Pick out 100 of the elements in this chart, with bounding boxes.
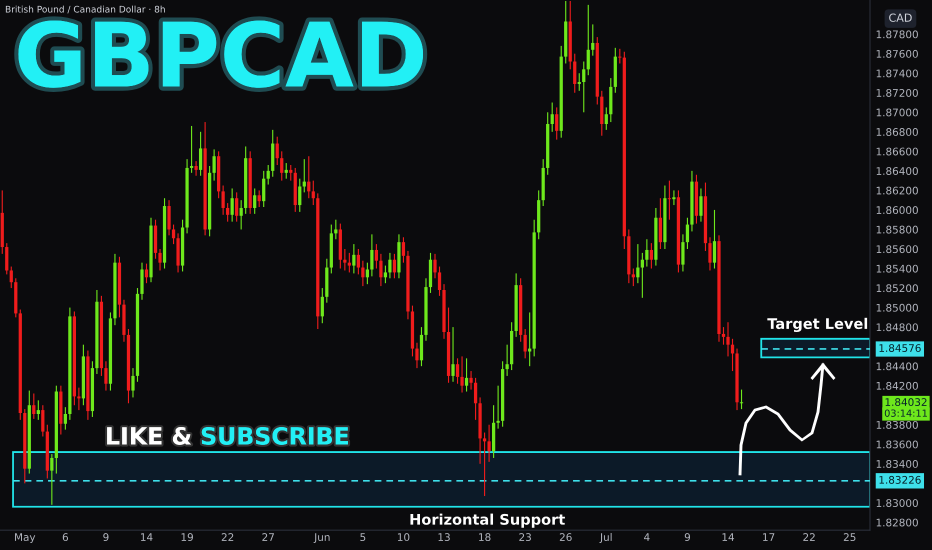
candlestick bbox=[582, 60, 586, 113]
y-tick-label: 1.83000 bbox=[876, 499, 918, 507]
band-label: Target Level bbox=[767, 318, 868, 332]
y-tick-label: 1.86400 bbox=[876, 167, 918, 175]
candlestick bbox=[384, 265, 388, 284]
candlestick bbox=[144, 263, 148, 284]
candlestick bbox=[712, 209, 716, 270]
candlestick bbox=[392, 253, 396, 279]
x-tick-label: 10 bbox=[398, 533, 410, 542]
candlestick bbox=[5, 242, 8, 275]
x-tick-label: Jul bbox=[599, 532, 612, 543]
band-label: Horizontal Support bbox=[410, 514, 565, 528]
candlestick bbox=[374, 244, 378, 270]
candlestick bbox=[740, 389, 744, 410]
candlestick bbox=[240, 200, 243, 230]
y-tick-label: 1.87800 bbox=[876, 30, 918, 38]
candlestick bbox=[456, 358, 460, 384]
y-tick-label: 1.85200 bbox=[876, 284, 918, 292]
ref-line-label: 1.83226 bbox=[879, 476, 921, 484]
candlestick bbox=[482, 432, 486, 497]
candlestick bbox=[474, 377, 478, 420]
candlestick bbox=[379, 253, 383, 287]
candlestick bbox=[352, 244, 356, 274]
y-axis-title: CAD bbox=[889, 13, 912, 22]
y-tick-label: 1.86600 bbox=[876, 148, 918, 156]
candlestick bbox=[722, 326, 726, 346]
x-tick-label: 22 bbox=[222, 533, 234, 541]
chart-title: GBPCAD bbox=[18, 20, 424, 88]
y-tick-label: 1.86200 bbox=[876, 186, 918, 195]
candlestick bbox=[320, 287, 324, 324]
candlestick bbox=[681, 234, 685, 272]
candlestick bbox=[36, 400, 40, 420]
x-tick-label: 26 bbox=[560, 533, 572, 542]
text: 03:14:11 bbox=[884, 409, 927, 417]
ref-line-label: 1.84576 bbox=[879, 344, 921, 352]
candlestick bbox=[131, 368, 135, 398]
candlestick bbox=[158, 248, 162, 272]
candlestick bbox=[636, 244, 640, 284]
candlestick bbox=[586, 4, 590, 76]
candlestick bbox=[672, 190, 676, 206]
candlestick bbox=[258, 190, 261, 208]
x-tick-label: 6 bbox=[62, 533, 68, 542]
candlestick bbox=[699, 188, 703, 222]
annotation: LIKE & bbox=[107, 426, 192, 445]
candlestick bbox=[198, 131, 202, 176]
candlestick bbox=[253, 188, 256, 214]
y-tick-label: 1.84400 bbox=[876, 362, 918, 370]
x-tick-label: 27 bbox=[262, 533, 274, 541]
x-tick-label: 22 bbox=[803, 533, 815, 541]
candlestick bbox=[235, 192, 238, 222]
candlestick bbox=[604, 106, 608, 130]
x-tick-label: 9 bbox=[103, 533, 109, 542]
candlestick bbox=[262, 170, 266, 208]
candlestick bbox=[276, 136, 279, 166]
y-tick-label: 1.86800 bbox=[876, 128, 918, 136]
candlestick bbox=[730, 338, 734, 372]
candlestick bbox=[388, 252, 392, 279]
candlestick bbox=[506, 344, 509, 376]
y-tick-label: 1.87200 bbox=[876, 88, 918, 97]
x-tick-label: 9 bbox=[684, 533, 690, 542]
candlestick bbox=[348, 252, 351, 273]
candlestick bbox=[640, 252, 644, 298]
x-tick-label: 18 bbox=[479, 533, 490, 542]
candlestick bbox=[266, 164, 270, 186]
candlestick bbox=[668, 180, 672, 220]
text: British Pound / Canadian Dollar · 8h bbox=[6, 6, 165, 14]
candlestick bbox=[686, 217, 690, 250]
y-tick-label: 1.87400 bbox=[876, 69, 918, 78]
y-tick-label: 1.87000 bbox=[876, 108, 918, 116]
candlestick bbox=[632, 268, 635, 287]
candlestick bbox=[487, 424, 491, 462]
candlestick bbox=[343, 248, 346, 272]
candlestick bbox=[167, 200, 171, 236]
candlestick bbox=[226, 202, 230, 222]
x-tick-label: 19 bbox=[182, 533, 193, 542]
y-tick-label: 1.86000 bbox=[876, 206, 918, 214]
candlestick bbox=[415, 342, 419, 369]
y-tick-label: 1.83400 bbox=[876, 460, 918, 468]
candlestick bbox=[32, 392, 36, 420]
y-tick-label: 1.84800 bbox=[876, 323, 918, 332]
candlestick bbox=[302, 158, 306, 193]
candlestick bbox=[573, 53, 576, 94]
candlestick bbox=[496, 385, 500, 430]
candlestick bbox=[650, 242, 653, 270]
candlestick bbox=[578, 72, 581, 92]
y-tick-label: 1.87600 bbox=[876, 50, 918, 58]
candlestick bbox=[64, 406, 67, 430]
candlestick bbox=[361, 260, 364, 287]
candlestick bbox=[298, 178, 302, 212]
candlestick bbox=[212, 148, 216, 182]
candlestick bbox=[280, 150, 284, 182]
candlestick bbox=[104, 360, 108, 392]
x-tick-label: 14 bbox=[722, 533, 734, 541]
candlestick bbox=[645, 238, 648, 268]
y-tick-label: 1.82800 bbox=[876, 518, 918, 526]
candlestick bbox=[591, 24, 594, 56]
y-tick-label: 1.85600 bbox=[876, 245, 918, 254]
candlestick bbox=[10, 266, 13, 289]
x-tick-label: 5 bbox=[360, 533, 366, 542]
x-tick-label: 25 bbox=[844, 533, 856, 542]
